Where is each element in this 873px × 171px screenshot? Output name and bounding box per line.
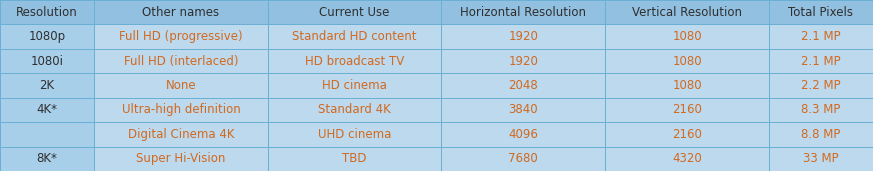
Text: Resolution: Resolution bbox=[17, 6, 78, 19]
Bar bbox=[94, 73, 268, 98]
Text: Current Use: Current Use bbox=[320, 6, 390, 19]
Text: 7680: 7680 bbox=[508, 152, 538, 165]
Text: 1920: 1920 bbox=[508, 55, 539, 68]
Text: 2.2 MP: 2.2 MP bbox=[801, 79, 841, 92]
Bar bbox=[769, 24, 873, 49]
Bar bbox=[605, 147, 769, 171]
Text: None: None bbox=[166, 79, 196, 92]
Bar bbox=[605, 24, 769, 49]
Text: Full HD (interlaced): Full HD (interlaced) bbox=[124, 55, 238, 68]
Bar bbox=[769, 147, 873, 171]
Bar bbox=[442, 147, 605, 171]
Text: 3840: 3840 bbox=[508, 103, 538, 116]
Text: 2048: 2048 bbox=[508, 79, 538, 92]
Bar bbox=[268, 0, 442, 24]
Bar bbox=[94, 0, 268, 24]
Text: Vertical Resolution: Vertical Resolution bbox=[632, 6, 742, 19]
Bar bbox=[0, 122, 94, 147]
Text: Other names: Other names bbox=[142, 6, 220, 19]
Text: Standard 4K: Standard 4K bbox=[319, 103, 391, 116]
Bar bbox=[0, 0, 94, 24]
Text: 2.1 MP: 2.1 MP bbox=[801, 30, 841, 43]
Bar bbox=[769, 98, 873, 122]
Bar bbox=[442, 49, 605, 73]
Text: Super Hi-Vision: Super Hi-Vision bbox=[136, 152, 226, 165]
Text: Ultra-high definition: Ultra-high definition bbox=[121, 103, 240, 116]
Bar bbox=[268, 73, 442, 98]
Bar bbox=[442, 24, 605, 49]
Text: 2160: 2160 bbox=[672, 103, 702, 116]
Text: 4096: 4096 bbox=[508, 128, 539, 141]
Text: UHD cinema: UHD cinema bbox=[318, 128, 391, 141]
Bar bbox=[442, 122, 605, 147]
Text: 1080: 1080 bbox=[672, 55, 702, 68]
Text: 33 MP: 33 MP bbox=[803, 152, 839, 165]
Text: Horizontal Resolution: Horizontal Resolution bbox=[460, 6, 587, 19]
Text: 1080i: 1080i bbox=[31, 55, 64, 68]
Bar bbox=[769, 73, 873, 98]
Bar bbox=[605, 98, 769, 122]
Bar bbox=[442, 98, 605, 122]
Bar bbox=[769, 49, 873, 73]
Text: Standard HD content: Standard HD content bbox=[292, 30, 417, 43]
Bar bbox=[769, 122, 873, 147]
Bar bbox=[268, 122, 442, 147]
Text: 8.3 MP: 8.3 MP bbox=[801, 103, 841, 116]
Bar bbox=[769, 0, 873, 24]
Bar bbox=[94, 147, 268, 171]
Bar bbox=[442, 0, 605, 24]
Bar bbox=[94, 122, 268, 147]
Text: Total Pixels: Total Pixels bbox=[788, 6, 854, 19]
Bar bbox=[605, 49, 769, 73]
Text: 1080p: 1080p bbox=[29, 30, 65, 43]
Bar bbox=[0, 98, 94, 122]
Bar bbox=[94, 98, 268, 122]
Text: 1920: 1920 bbox=[508, 30, 539, 43]
Bar bbox=[268, 49, 442, 73]
Bar bbox=[268, 147, 442, 171]
Text: 2160: 2160 bbox=[672, 128, 702, 141]
Bar bbox=[94, 49, 268, 73]
Text: TBD: TBD bbox=[342, 152, 367, 165]
Text: 4K*: 4K* bbox=[37, 103, 58, 116]
Text: 4320: 4320 bbox=[672, 152, 702, 165]
Bar bbox=[442, 73, 605, 98]
Bar bbox=[0, 73, 94, 98]
Text: 1080: 1080 bbox=[672, 30, 702, 43]
Text: HD cinema: HD cinema bbox=[322, 79, 387, 92]
Text: Full HD (progressive): Full HD (progressive) bbox=[120, 30, 243, 43]
Text: 2.1 MP: 2.1 MP bbox=[801, 55, 841, 68]
Text: 8K*: 8K* bbox=[37, 152, 58, 165]
Bar bbox=[268, 24, 442, 49]
Bar bbox=[0, 147, 94, 171]
Bar bbox=[268, 98, 442, 122]
Text: 8.8 MP: 8.8 MP bbox=[801, 128, 841, 141]
Bar bbox=[94, 24, 268, 49]
Bar bbox=[605, 73, 769, 98]
Bar bbox=[0, 49, 94, 73]
Bar bbox=[605, 0, 769, 24]
Text: HD broadcast TV: HD broadcast TV bbox=[305, 55, 404, 68]
Text: Digital Cinema 4K: Digital Cinema 4K bbox=[127, 128, 234, 141]
Bar bbox=[605, 122, 769, 147]
Text: 2K: 2K bbox=[39, 79, 55, 92]
Text: 1080: 1080 bbox=[672, 79, 702, 92]
Bar bbox=[0, 24, 94, 49]
